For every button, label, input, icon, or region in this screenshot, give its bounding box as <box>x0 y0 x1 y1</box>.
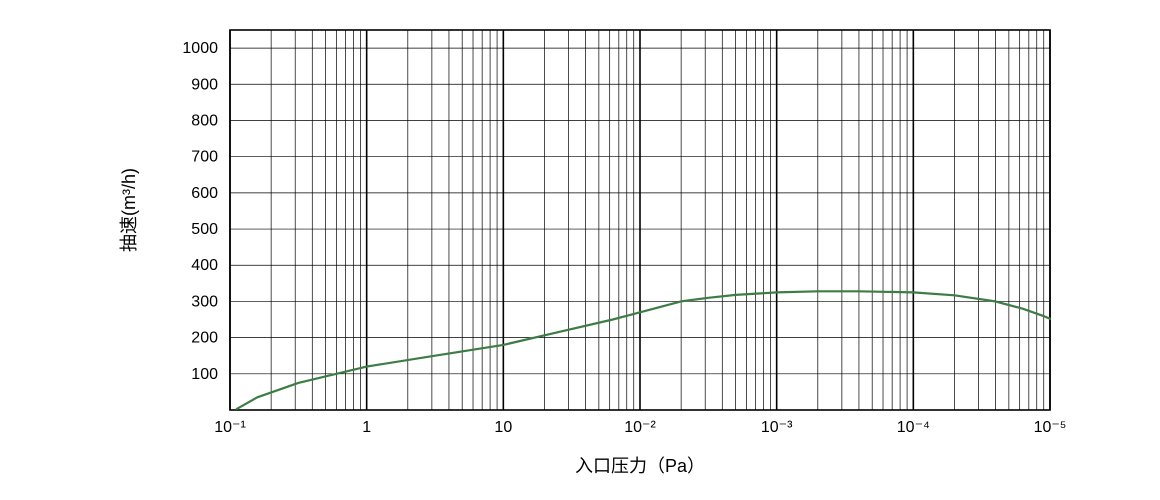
svg-text:300: 300 <box>191 293 218 310</box>
y-axis-label: 抽速(m³/h) <box>115 168 141 252</box>
svg-text:900: 900 <box>191 76 218 93</box>
svg-text:400: 400 <box>191 257 218 274</box>
svg-text:10⁻⁴: 10⁻⁴ <box>897 419 930 436</box>
svg-text:10⁻⁵: 10⁻⁵ <box>1034 419 1067 436</box>
x-axis-label: 入口压力（Pa） <box>230 452 1050 478</box>
svg-text:200: 200 <box>191 330 218 347</box>
chart-svg: 100 200 300 400 500 600 700 800 900 1000 10⁻¹ 1 10 10… <box>0 0 1160 500</box>
svg-text:10⁻³: 10⁻³ <box>761 419 793 436</box>
svg-text:100: 100 <box>191 366 218 383</box>
svg-text:10⁻²: 10⁻² <box>624 419 656 436</box>
svg-text:600: 600 <box>191 185 218 202</box>
svg-text:700: 700 <box>191 149 218 166</box>
svg-text:10⁻¹: 10⁻¹ <box>214 419 246 436</box>
svg-text:10: 10 <box>494 419 512 436</box>
svg-text:800: 800 <box>191 112 218 129</box>
pump-speed-chart: 100 200 300 400 500 600 700 800 900 1000 10⁻¹ 1 10 10… <box>0 0 1160 500</box>
svg-text:1: 1 <box>362 419 371 436</box>
svg-text:1000: 1000 <box>182 40 218 57</box>
svg-text:500: 500 <box>191 221 218 238</box>
